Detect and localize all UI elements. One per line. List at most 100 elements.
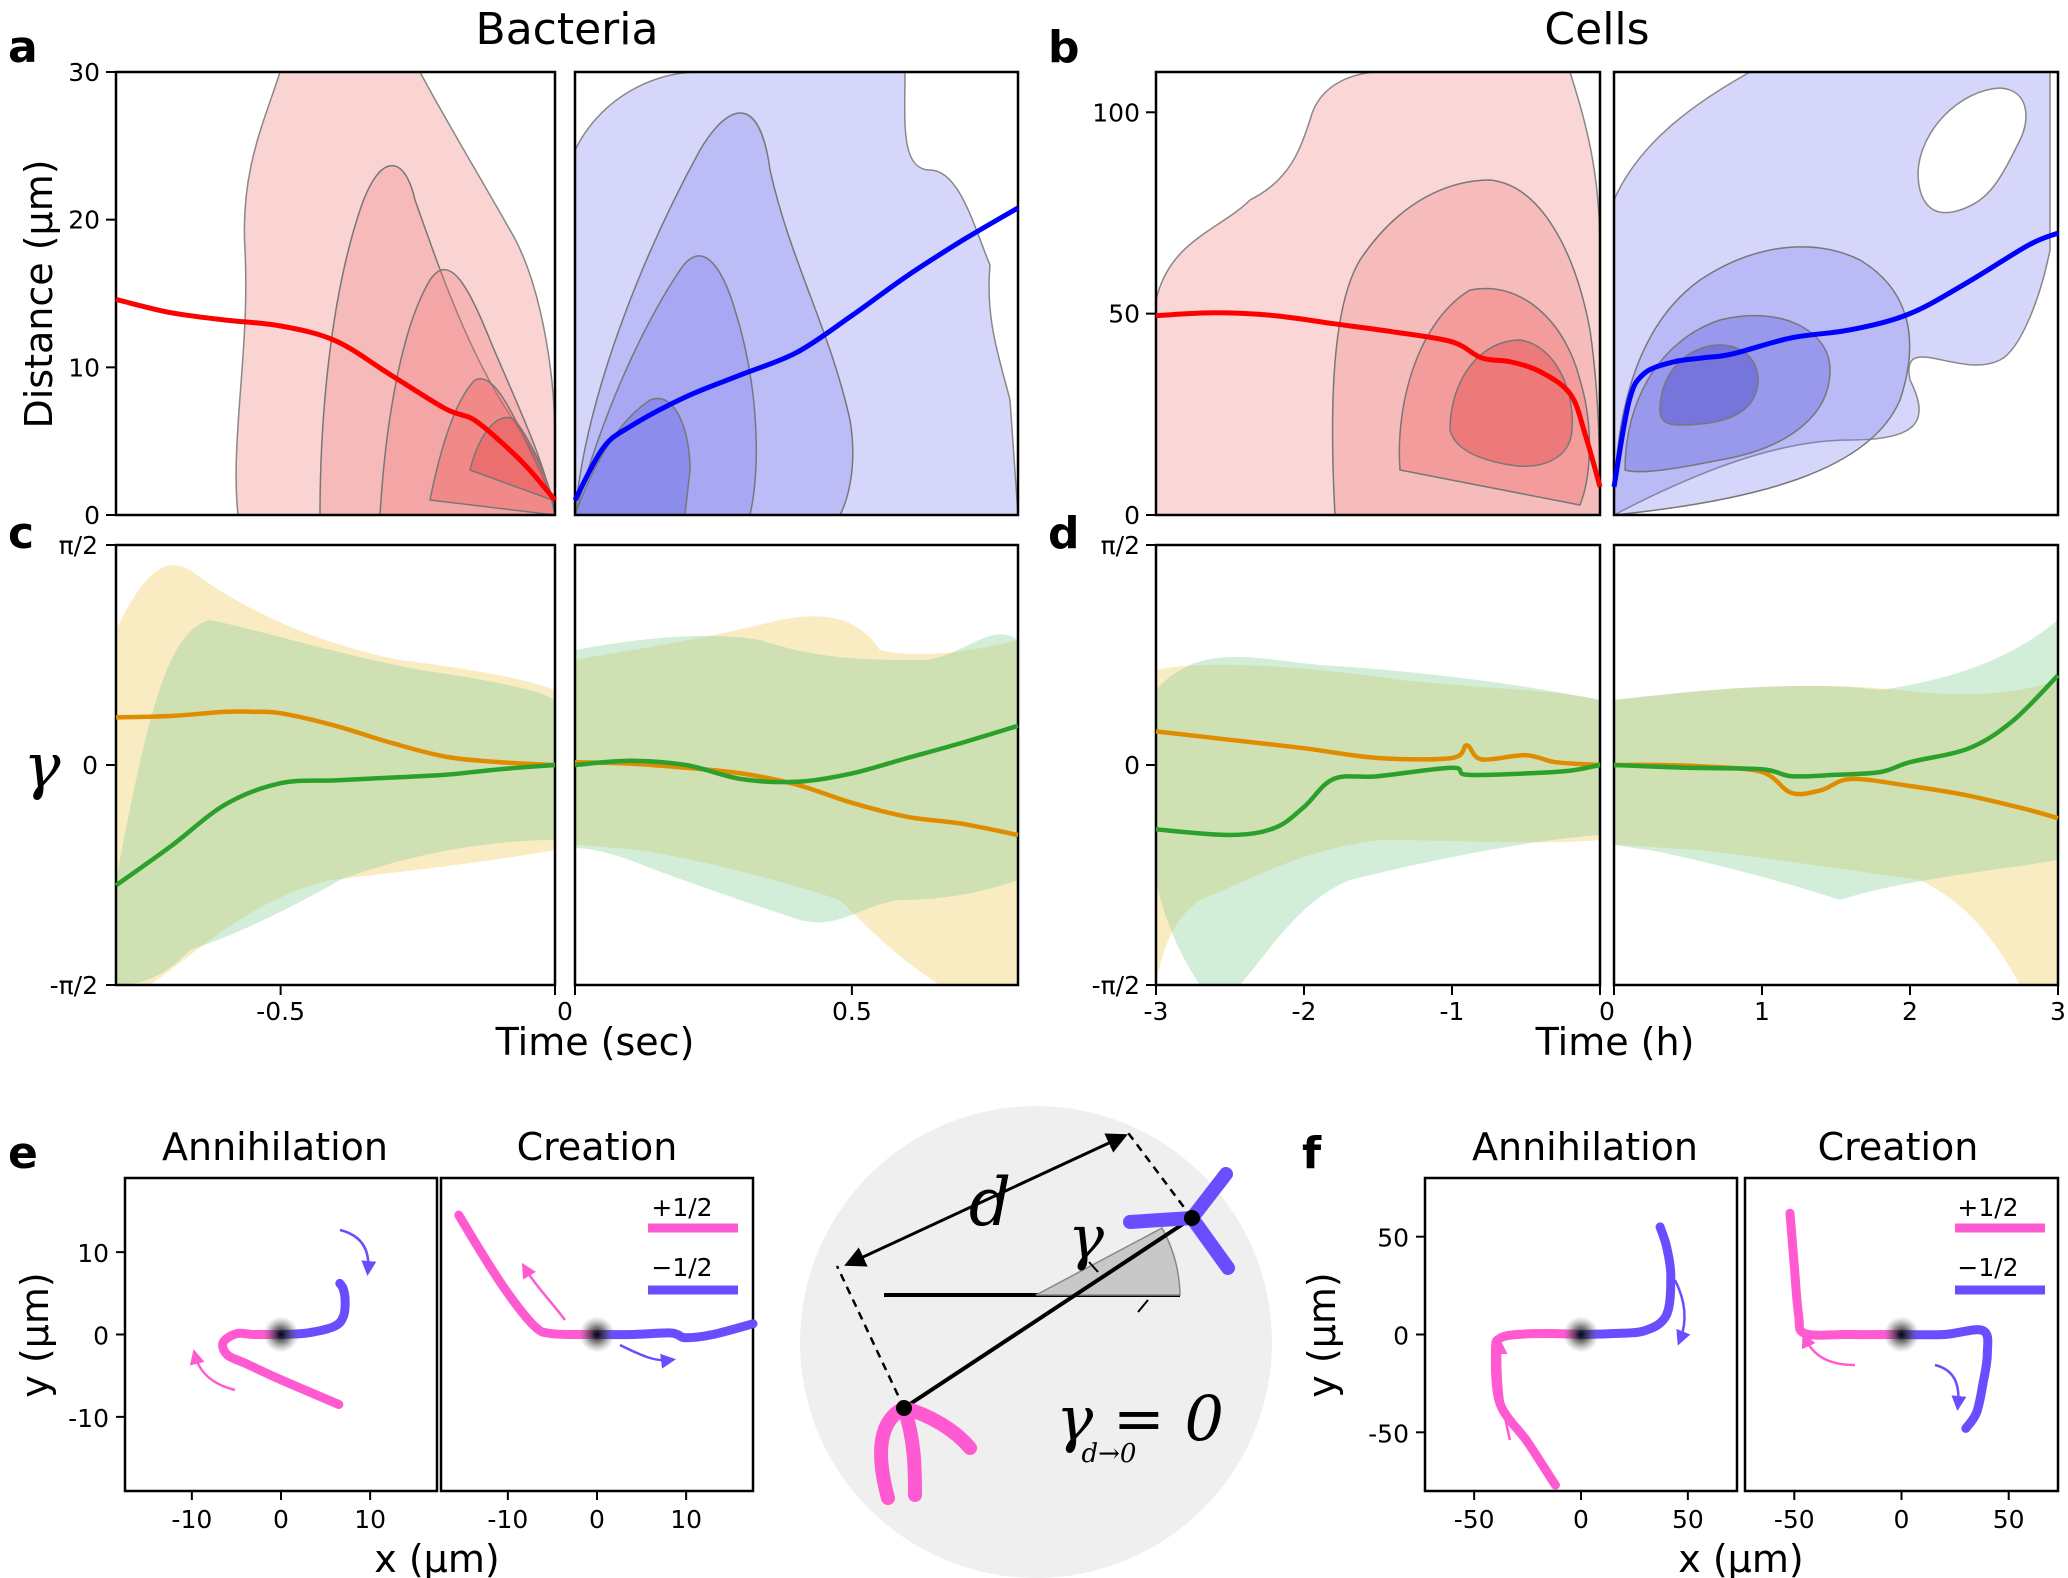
- panel-f-ytick-label: -50: [1368, 1419, 1409, 1448]
- panel-b-ytick-label: 100: [1092, 98, 1140, 127]
- panel-e-creation-plot: [454, 1210, 758, 1353]
- panel-f-ylabel: y (μm): [1300, 1272, 1344, 1397]
- panel-e-annihilation-plus-arrow: [189, 1349, 236, 1392]
- panel-e-ytick-label: -10: [68, 1404, 109, 1433]
- panel-d-xtick-label: 2: [1902, 997, 1918, 1026]
- panel-letter-a: a: [8, 22, 38, 73]
- panel-b-frame-left: [1154, 70, 1602, 517]
- panel-c-ylabel: γ: [23, 729, 61, 802]
- panel-f-xtick-label: -50: [1774, 1505, 1815, 1534]
- panel-f-xtick-label: 50: [1672, 1505, 1704, 1534]
- panel-d-ytick-label: 0: [1124, 751, 1140, 780]
- panel-f-defect-origin: [1883, 1316, 1920, 1353]
- panel-a-frame-right: [573, 70, 1020, 517]
- panel-b-yticks: 0 50 100: [1092, 98, 1156, 530]
- panel-f-trajectory-minus: [1576, 1222, 1676, 1339]
- panel-d-annihilation-plus-line: [1155, 729, 1601, 768]
- panel-c-bands: [116, 565, 1018, 985]
- panel-a-ylabel: Distance (μm): [17, 159, 61, 428]
- schematic-dashed-right: [1125, 1129, 1193, 1219]
- panel-e-defect-origin: [579, 1316, 615, 1353]
- panel-e-trajectory-minus: [276, 1278, 350, 1339]
- schematic-distance-arrow: [844, 1133, 1128, 1267]
- panel-f-ytick-label: 0: [1393, 1322, 1409, 1351]
- schematic-connecting-line: [902, 1216, 1194, 1410]
- panel-d-xtick-label: 0: [1599, 997, 1615, 1026]
- panel-a-ytick-label: 10: [68, 353, 100, 382]
- legend-f-minus-half-label: −1/2: [1957, 1253, 2018, 1282]
- panel-f-annihilation-plus-arrow: [1492, 1339, 1512, 1441]
- panel-e-xtick-label: 0: [273, 1505, 289, 1534]
- panel-d-xtick-label: -1: [1440, 997, 1465, 1026]
- panel-e-trajectory-plus: [218, 1328, 344, 1409]
- panel-e: Annihilation Creation -10 0 10 -10 0 10 -10 0 10…: [13, 1125, 758, 1578]
- panel-e-xlabel: x (μm): [374, 1537, 499, 1578]
- panel-b-annihilation-line: [1155, 310, 1603, 488]
- panel-e-ticks: -10 0 10 -10 0 10 -10 0 10: [68, 1239, 702, 1534]
- panel-f-ticks: -50 0 50 -50 0 50 -50 0 50: [1368, 1224, 2024, 1534]
- panel-letter-f: f: [1302, 1128, 1322, 1179]
- panel-e-xtick-label: -10: [171, 1505, 212, 1534]
- panel-a-frame-left: [114, 70, 557, 517]
- panel-e-ytick-label: 0: [93, 1322, 109, 1351]
- panel-c-xtick-label: 0: [557, 997, 573, 1026]
- panel-letter-d: d: [1048, 508, 1080, 559]
- panel-f-annihilation-title: Annihilation: [1472, 1125, 1698, 1169]
- panel-b: 0 50 100: [1092, 70, 2060, 530]
- panel-b-density-creation: [1613, 71, 2051, 517]
- panel-a-creation-line: [572, 205, 1020, 502]
- panel-a-annihilation-line: [115, 296, 557, 502]
- panel-letter-b: b: [1048, 22, 1080, 73]
- panel-e-annihilation-minus-arrow: [339, 1228, 377, 1276]
- panel-f-annihilation-minus-arrow: [1673, 1279, 1691, 1346]
- panel-e-trajectory-plus: [454, 1210, 602, 1340]
- panel-a-density-creation: [573, 71, 1019, 516]
- panel-f-creation-minus-arrow: [1934, 1363, 1967, 1411]
- schematic-gamma0-tick: [1137, 1299, 1149, 1313]
- panel-c-ytick-label: -π/2: [50, 971, 98, 1000]
- panel-d-ytick-label: π/2: [1101, 531, 1140, 560]
- panel-e-annihilation-title: Annihilation: [162, 1125, 388, 1169]
- panel-e-xtick-label: -10: [487, 1505, 528, 1534]
- legend-plus-half-label: +1/2: [651, 1193, 712, 1222]
- schematic-minus-defect-arm-2: [1185, 1167, 1233, 1225]
- panel-c-xtick-label: -0.5: [256, 997, 305, 1026]
- panel-d-bands: [1156, 620, 2058, 985]
- legend-f-plus-half-label: +1/2: [1957, 1193, 2018, 1222]
- panel-f-creation-plot: [1785, 1208, 1993, 1433]
- panel-f-creation-title: Creation: [1818, 1125, 1979, 1169]
- panel-a-ytick-label: 0: [84, 501, 100, 530]
- panel-b-frame-right: [1612, 70, 2060, 517]
- schematic-minus-defect-arm-1: [1123, 1211, 1199, 1229]
- panel-f-xlabel: x (μm): [1678, 1537, 1803, 1578]
- panel-letter-c: c: [8, 508, 34, 559]
- panel-c-ticks: -π/2 0 π/2 -0.5 0 0.5: [50, 531, 872, 1026]
- panel-d-xlabel: Time (h): [1535, 1020, 1695, 1064]
- schematic-gamma-zero-label: γ = 0: [1056, 1382, 1224, 1455]
- panel-e-creation-plus-arrow: [521, 1262, 566, 1321]
- panel-d-xtick-label: -3: [1144, 997, 1169, 1026]
- schematic-minus-defect-core: [1184, 1210, 1200, 1226]
- panel-b-ytick-label: 50: [1108, 300, 1140, 329]
- legend-minus-half-label: −1/2: [651, 1253, 712, 1282]
- panel-e-trajectory-minus: [592, 1319, 758, 1343]
- panel-b-ytick-label: 0: [1124, 501, 1140, 530]
- panel-f-trajectory-minus: [1897, 1325, 1993, 1433]
- panel-e-xtick-label: 10: [354, 1505, 386, 1534]
- schematic-dashed-left: [835, 1265, 906, 1409]
- panel-e-annihilation-plot: [218, 1278, 350, 1409]
- panel-f-xtick-label: -50: [1454, 1505, 1495, 1534]
- cells-title: Cells: [1544, 4, 1649, 55]
- panel-c-annihilation-minus-line: [114, 762, 556, 888]
- panel-e-ytick-label: 10: [77, 1239, 109, 1268]
- schematic-gamma-label: γ: [1068, 1203, 1104, 1273]
- panel-f-trajectory-plus: [1490, 1329, 1586, 1490]
- schematic-plus-defect-arm-1: [874, 1401, 911, 1505]
- panel-e-ylabel: y (μm): [13, 1272, 57, 1397]
- panel-e-creation-title: Creation: [517, 1125, 678, 1169]
- panel-f-creation-plus-arrow: [1801, 1332, 1856, 1367]
- bacteria-title: Bacteria: [476, 4, 659, 55]
- panel-f-xtick-label: 50: [1993, 1505, 2025, 1534]
- schematic-plus-defect-core: [896, 1400, 912, 1416]
